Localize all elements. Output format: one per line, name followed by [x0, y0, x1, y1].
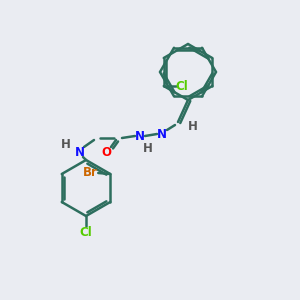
- Text: H: H: [61, 137, 71, 151]
- Text: Br: Br: [83, 166, 98, 178]
- Text: Cl: Cl: [176, 80, 188, 92]
- Text: N: N: [75, 146, 85, 158]
- Text: N: N: [157, 128, 167, 140]
- Text: H: H: [188, 121, 198, 134]
- Text: H: H: [143, 142, 153, 154]
- Text: O: O: [101, 146, 111, 158]
- Text: Cl: Cl: [80, 226, 92, 238]
- Text: N: N: [135, 130, 145, 142]
